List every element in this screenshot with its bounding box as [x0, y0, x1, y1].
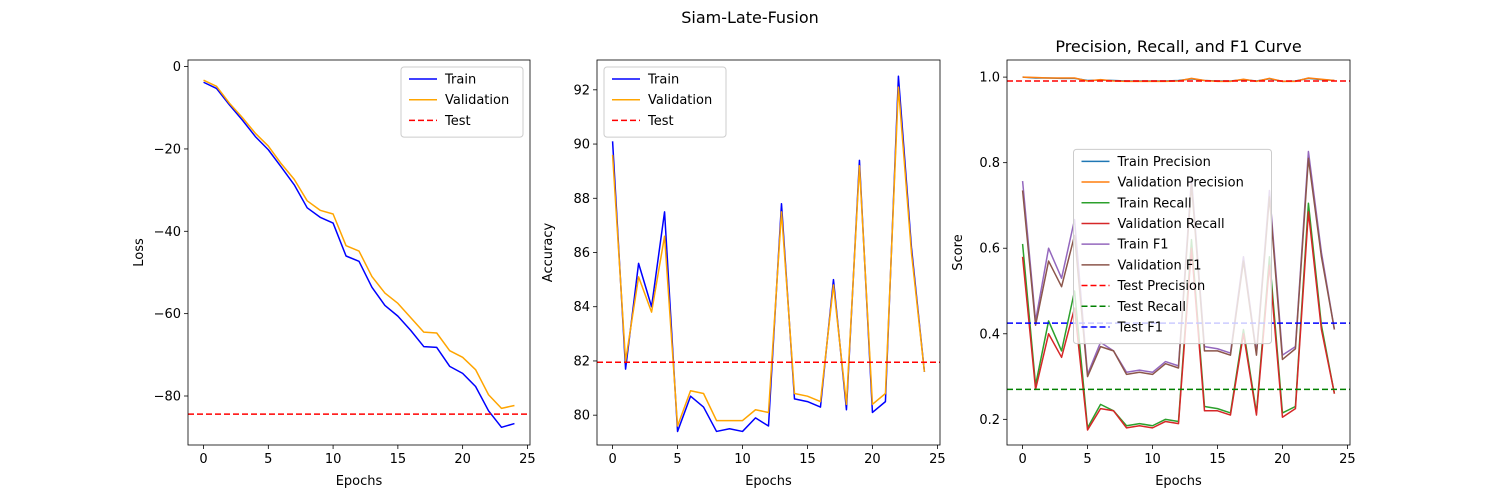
y-tick-label: 0 — [173, 60, 181, 75]
x-axis-label: Epochs — [745, 474, 792, 489]
axes-frame — [1006, 59, 1351, 446]
subplot-1: 0 5 10 15 20 25 0 −20 −40 −60 −80 Epochs Loss Train Va… — [132, 59, 536, 489]
y-tick-label: 84 — [573, 300, 590, 315]
legend-label: Test Precision — [1117, 279, 1206, 294]
plot-area — [188, 79, 530, 429]
x-tick-label: 5 — [673, 452, 681, 467]
legend-label: Train — [647, 73, 679, 88]
legend-label: Test Recall — [1117, 300, 1187, 315]
y-tick-label: −80 — [154, 390, 181, 405]
x-tick-label: 10 — [325, 452, 342, 467]
x-tick-label: 0 — [608, 452, 616, 467]
legend-box — [603, 66, 727, 138]
legend-label: Test — [647, 114, 674, 129]
x-tick-label: 10 — [1144, 452, 1161, 467]
y-axis-label: Accuracy — [541, 223, 556, 283]
legend-label: Validation — [648, 93, 712, 108]
legend-box — [1073, 148, 1272, 345]
legend-label: Validation F1 — [1118, 258, 1202, 273]
y-axis-label: Loss — [132, 238, 147, 267]
x-tick-label: 0 — [199, 452, 207, 467]
series-line-train — [203, 81, 515, 429]
y-tick-label: 0.8 — [979, 156, 1000, 171]
series-line-validation — [611, 86, 926, 427]
legend-label: Train Precision — [1117, 155, 1211, 170]
legend-label: Test F1 — [1117, 320, 1163, 335]
subplot-3: Precision, Recall, and F1 Curve 0 5 10 15 20 2… — [951, 37, 1356, 489]
subplot-title: Precision, Recall, and F1 Curve — [1055, 37, 1301, 56]
y-tick-label: 88 — [573, 192, 590, 207]
y-tick-label: 86 — [573, 246, 590, 261]
x-tick-label: 5 — [1083, 452, 1091, 467]
legend-box — [400, 66, 524, 138]
x-tick-label: 15 — [1209, 452, 1226, 467]
legend: Train Precision Validation Precision Train… — [1073, 148, 1272, 345]
legend-label: Test — [444, 114, 471, 129]
series-line-train — [611, 75, 926, 433]
y-tick-label: −60 — [154, 307, 181, 322]
legend-label: Train — [444, 73, 476, 88]
legend-label: Train Recall — [1117, 196, 1192, 211]
x-tick-label: 25 — [1339, 452, 1356, 467]
plot-area — [597, 75, 940, 433]
x-tick-label: 25 — [519, 452, 536, 467]
x-tick-label: 0 — [1018, 452, 1026, 467]
series-line-validation — [203, 79, 515, 410]
y-tick-label: 92 — [573, 83, 590, 98]
figure-suptitle: Siam-Late-Fusion — [681, 8, 819, 27]
x-tick-label: 10 — [734, 452, 751, 467]
axes-frame — [187, 59, 531, 446]
y-tick-label: 80 — [573, 409, 590, 424]
legend: Train Validation Test — [603, 66, 727, 138]
y-tick-label: 0.6 — [979, 242, 1000, 257]
axes-frame — [596, 59, 941, 446]
x-tick-label: 15 — [390, 452, 407, 467]
legend-label: Validation — [445, 93, 509, 108]
legend-label: Validation Recall — [1118, 217, 1225, 232]
y-tick-label: 90 — [573, 138, 590, 153]
x-tick-label: 20 — [864, 452, 881, 467]
y-tick-label: −40 — [154, 225, 181, 240]
x-tick-label: 20 — [454, 452, 471, 467]
x-axis-label: Epochs — [1155, 474, 1202, 489]
legend-label: Validation Precision — [1118, 176, 1244, 191]
x-tick-label: 20 — [1274, 452, 1291, 467]
y-axis-label: Score — [951, 234, 966, 270]
x-axis-label: Epochs — [336, 474, 383, 489]
y-tick-label: 82 — [573, 354, 590, 369]
x-tick-label: 5 — [264, 452, 272, 467]
y-tick-label: 0.4 — [979, 327, 1000, 342]
y-tick-label: −20 — [154, 142, 181, 157]
legend-label: Train F1 — [1117, 238, 1169, 253]
y-tick-label: 1.0 — [979, 71, 1000, 86]
x-tick-label: 15 — [799, 452, 816, 467]
legend: Train Validation Test — [400, 66, 524, 138]
subplot-2: 0 5 10 15 20 25 80 82 84 86 88 90 92 Epochs Accuracy Tr… — [541, 59, 946, 489]
y-tick-label: 0.2 — [979, 413, 1000, 428]
x-tick-label: 25 — [929, 452, 946, 467]
